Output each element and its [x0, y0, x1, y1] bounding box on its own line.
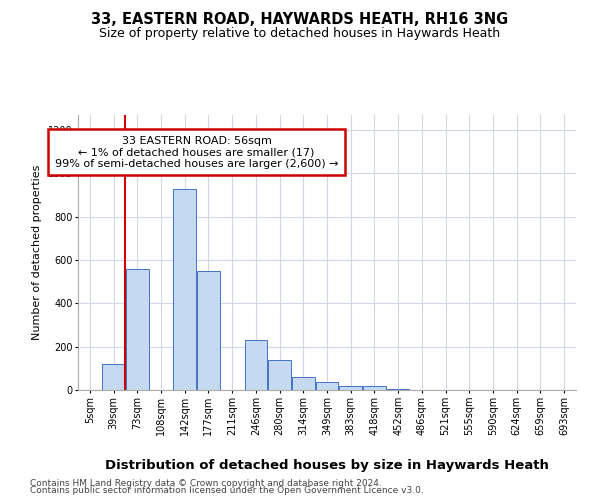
Bar [387, 389, 409, 390]
Y-axis label: Number of detached properties: Number of detached properties [32, 165, 42, 340]
Bar [316, 382, 338, 390]
Text: Contains HM Land Registry data © Crown copyright and database right 2024.: Contains HM Land Registry data © Crown c… [30, 478, 382, 488]
Bar [197, 271, 220, 390]
Text: 33 EASTERN ROAD: 56sqm
← 1% of detached houses are smaller (17)
99% of semi-deta: 33 EASTERN ROAD: 56sqm ← 1% of detached … [55, 136, 338, 169]
Bar [126, 268, 149, 390]
Bar [292, 377, 314, 390]
Text: Distribution of detached houses by size in Haywards Heath: Distribution of detached houses by size … [105, 460, 549, 472]
Text: Size of property relative to detached houses in Haywards Heath: Size of property relative to detached ho… [100, 28, 500, 40]
Bar [363, 386, 386, 390]
Bar [268, 360, 291, 390]
Bar [245, 340, 267, 390]
Bar [340, 386, 362, 390]
Text: 33, EASTERN ROAD, HAYWARDS HEATH, RH16 3NG: 33, EASTERN ROAD, HAYWARDS HEATH, RH16 3… [91, 12, 509, 28]
Bar [173, 188, 196, 390]
Bar [103, 364, 125, 390]
Text: Contains public sector information licensed under the Open Government Licence v3: Contains public sector information licen… [30, 486, 424, 495]
